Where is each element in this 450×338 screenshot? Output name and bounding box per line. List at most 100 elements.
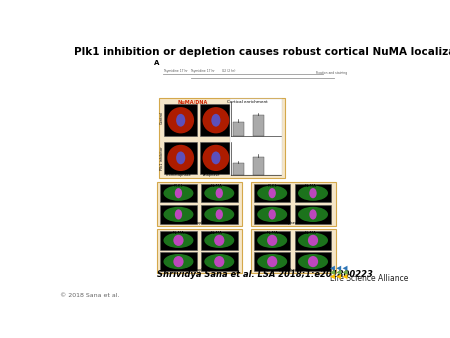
FancyBboxPatch shape: [233, 164, 243, 175]
FancyBboxPatch shape: [295, 205, 331, 224]
FancyBboxPatch shape: [295, 184, 331, 202]
Text: Anaphase: Anaphase: [203, 173, 220, 177]
FancyBboxPatch shape: [254, 184, 291, 202]
Polygon shape: [342, 266, 347, 271]
FancyBboxPatch shape: [253, 157, 264, 175]
FancyBboxPatch shape: [159, 98, 285, 178]
Text: NuMA/DNA: NuMA/DNA: [178, 100, 208, 105]
Ellipse shape: [298, 207, 328, 222]
FancyBboxPatch shape: [254, 252, 291, 271]
Text: Control: Control: [160, 111, 164, 124]
Text: G2 (2 hr): G2 (2 hr): [222, 69, 235, 73]
Ellipse shape: [216, 209, 223, 219]
Ellipse shape: [163, 254, 194, 269]
FancyBboxPatch shape: [201, 184, 238, 202]
Polygon shape: [336, 266, 341, 271]
Ellipse shape: [267, 256, 277, 267]
Text: Plk1 inhibitor: Plk1 inhibitor: [160, 146, 164, 170]
Text: NuMA: NuMA: [266, 231, 279, 235]
FancyBboxPatch shape: [160, 252, 197, 271]
Text: Cortical enrichment: Cortical enrichment: [227, 100, 267, 104]
Text: NuMA: NuMA: [305, 184, 317, 188]
Text: A: A: [154, 60, 159, 66]
Ellipse shape: [257, 207, 287, 222]
Text: NuMA: NuMA: [173, 231, 184, 235]
FancyBboxPatch shape: [230, 99, 282, 175]
FancyBboxPatch shape: [295, 231, 331, 250]
Ellipse shape: [257, 254, 287, 269]
Text: Shrividya Sana et al. LSA 2018;1:e201800223: Shrividya Sana et al. LSA 2018;1:e201800…: [158, 270, 373, 279]
Text: Thymidine 17 hr: Thymidine 17 hr: [162, 69, 187, 73]
FancyBboxPatch shape: [254, 205, 291, 224]
Text: PLK1: PLK1: [267, 184, 277, 188]
Ellipse shape: [269, 188, 276, 198]
FancyBboxPatch shape: [160, 231, 197, 250]
Ellipse shape: [167, 145, 194, 171]
Polygon shape: [330, 266, 335, 271]
FancyBboxPatch shape: [201, 252, 238, 271]
Text: NuMA: NuMA: [305, 231, 317, 235]
Ellipse shape: [204, 207, 234, 222]
FancyBboxPatch shape: [253, 116, 264, 136]
FancyBboxPatch shape: [164, 104, 197, 136]
Polygon shape: [330, 270, 335, 275]
Ellipse shape: [267, 235, 277, 246]
Text: Fixation and staining: Fixation and staining: [316, 71, 347, 75]
FancyBboxPatch shape: [199, 142, 232, 174]
Ellipse shape: [175, 188, 182, 198]
FancyBboxPatch shape: [201, 231, 238, 250]
Text: NuMA: NuMA: [211, 184, 223, 188]
Text: Prometaphase: Prometaphase: [165, 173, 191, 177]
Ellipse shape: [204, 186, 234, 201]
Text: Life Science Alliance: Life Science Alliance: [330, 273, 409, 283]
Ellipse shape: [308, 235, 318, 246]
Text: Anaphase: Anaphase: [283, 221, 300, 225]
Ellipse shape: [204, 233, 234, 248]
Text: Anaphase: Anaphase: [283, 268, 300, 272]
Ellipse shape: [216, 188, 223, 198]
Ellipse shape: [163, 233, 194, 248]
Ellipse shape: [173, 256, 184, 267]
Text: PLK1: PLK1: [174, 184, 184, 188]
Ellipse shape: [309, 188, 317, 198]
FancyBboxPatch shape: [233, 122, 243, 136]
Ellipse shape: [175, 209, 182, 219]
Ellipse shape: [214, 235, 225, 246]
Ellipse shape: [173, 235, 184, 246]
Ellipse shape: [269, 209, 276, 219]
Ellipse shape: [309, 209, 317, 219]
FancyBboxPatch shape: [158, 182, 243, 226]
FancyBboxPatch shape: [295, 252, 331, 271]
Ellipse shape: [257, 186, 287, 201]
Text: Prometaphase: Prometaphase: [184, 221, 210, 225]
FancyBboxPatch shape: [254, 231, 291, 250]
Ellipse shape: [163, 186, 194, 201]
Polygon shape: [342, 270, 347, 275]
Ellipse shape: [212, 114, 220, 127]
FancyBboxPatch shape: [160, 184, 197, 202]
Polygon shape: [336, 274, 341, 279]
Ellipse shape: [176, 151, 185, 164]
Ellipse shape: [214, 256, 225, 267]
Polygon shape: [336, 270, 341, 275]
Text: Prometaphase: Prometaphase: [184, 268, 210, 272]
Polygon shape: [342, 274, 347, 279]
Ellipse shape: [212, 151, 220, 164]
Ellipse shape: [298, 186, 328, 201]
Text: © 2018 Sana et al.: © 2018 Sana et al.: [60, 293, 119, 298]
FancyBboxPatch shape: [251, 229, 336, 273]
Text: NuMA: NuMA: [211, 231, 223, 235]
FancyBboxPatch shape: [164, 142, 197, 174]
FancyBboxPatch shape: [160, 205, 197, 224]
Text: Thymidine 17 hr: Thymidine 17 hr: [190, 69, 215, 73]
FancyBboxPatch shape: [199, 104, 232, 136]
FancyBboxPatch shape: [251, 182, 336, 226]
Ellipse shape: [202, 145, 230, 171]
Ellipse shape: [308, 256, 318, 267]
Ellipse shape: [176, 114, 185, 127]
Polygon shape: [330, 274, 335, 279]
Text: Plk1 inhibition or depletion causes robust cortical NuMA localization in mitosis: Plk1 inhibition or depletion causes robu…: [74, 47, 450, 57]
Ellipse shape: [167, 107, 194, 134]
Ellipse shape: [298, 233, 328, 248]
FancyBboxPatch shape: [158, 229, 243, 273]
